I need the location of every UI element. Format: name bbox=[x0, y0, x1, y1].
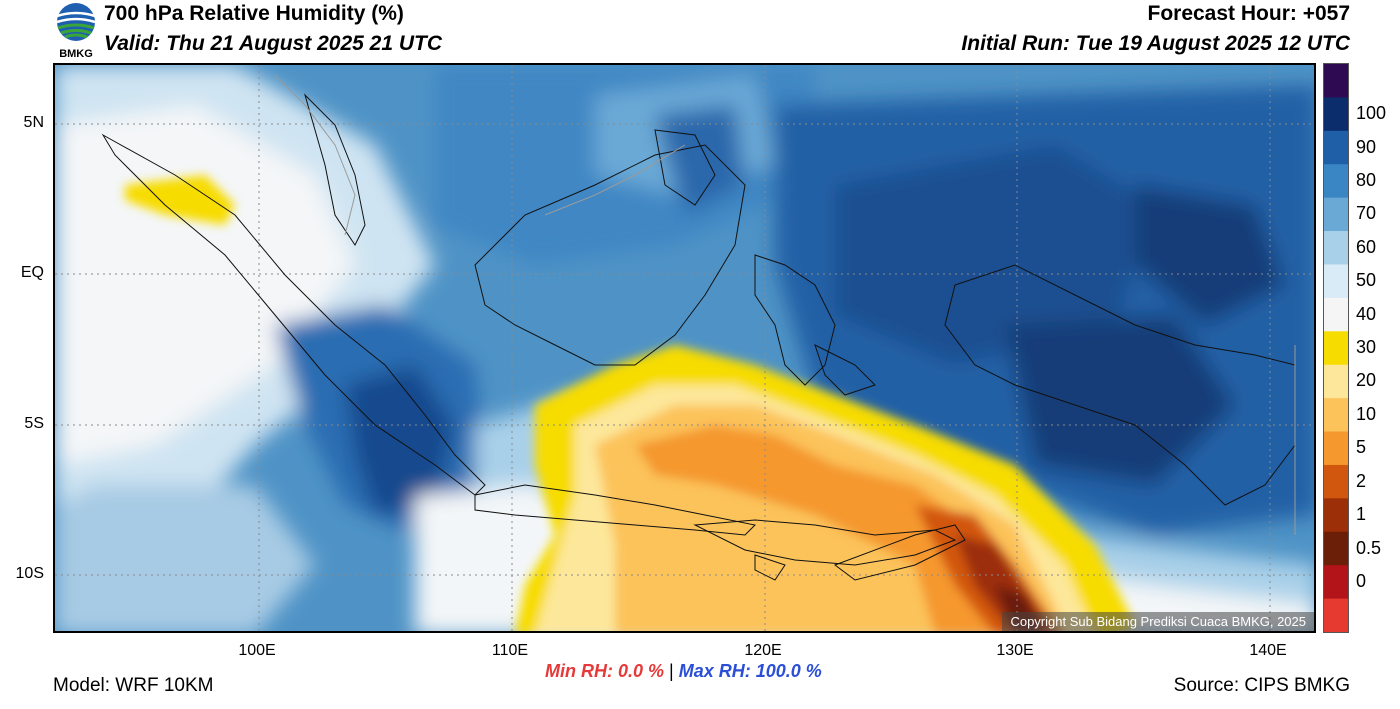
lat-label-5n: 5N bbox=[23, 114, 44, 131]
min-rh: Min RH: 0.0 % bbox=[545, 661, 665, 681]
lat-label-eq: EQ bbox=[20, 264, 44, 281]
colorbar-swatch bbox=[1324, 431, 1348, 466]
colorbar-label: 10 bbox=[1356, 403, 1377, 424]
colorbar-swatch bbox=[1324, 264, 1348, 299]
colorbar-swatch bbox=[1324, 297, 1348, 332]
copyright-note: Copyright Sub Bidang Prediksi Cuaca BMKG… bbox=[1002, 612, 1314, 631]
colorbar-label: 0.5 bbox=[1356, 537, 1382, 558]
lon-label-120e: 120E bbox=[744, 642, 782, 659]
colorbar-swatch bbox=[1324, 565, 1348, 600]
colorbar-label: 5 bbox=[1356, 437, 1367, 458]
colorbar-swatch bbox=[1324, 498, 1348, 533]
model-label: Model: WRF 10KM bbox=[53, 675, 214, 696]
colorbar-swatch bbox=[1324, 598, 1348, 633]
colorbar-label: 30 bbox=[1356, 337, 1377, 357]
initial-run: Initial Run: Tue 19 August 2025 12 UTC bbox=[961, 32, 1350, 55]
colorbar-label: 70 bbox=[1356, 203, 1377, 224]
borders bbox=[274, 74, 1296, 535]
bmkg-logo: BMKG bbox=[52, 2, 100, 60]
colorbar-label: 1 bbox=[1356, 504, 1367, 525]
humidity-map bbox=[53, 63, 1316, 633]
lon-label-100e: 100E bbox=[238, 642, 276, 659]
minmax-rh: Min RH: 0.0 % | Max RH: 100.0 % bbox=[545, 661, 822, 682]
colorbar-label: 0 bbox=[1356, 570, 1367, 591]
max-rh: Max RH: 100.0 % bbox=[678, 661, 822, 681]
forecast-hour: Forecast Hour: +057 bbox=[1147, 2, 1351, 25]
colorbar-swatch bbox=[1324, 464, 1348, 499]
colorbar-label: 90 bbox=[1356, 136, 1377, 157]
valid-time: Valid: Thu 21 August 2025 21 UTC bbox=[104, 32, 443, 55]
colorbar-swatch bbox=[1324, 97, 1348, 132]
colorbar-label: 80 bbox=[1356, 169, 1377, 190]
colorbar-label: 100 bbox=[1356, 103, 1387, 124]
coastlines bbox=[101, 93, 1296, 581]
colorbar-swatch bbox=[1324, 331, 1348, 366]
colorbar-swatches bbox=[1324, 64, 1348, 633]
colorbar-label: 2 bbox=[1356, 470, 1367, 491]
lon-label-140e: 140E bbox=[1249, 642, 1287, 659]
colorbar-swatch bbox=[1324, 398, 1348, 433]
colorbar-swatch bbox=[1324, 164, 1348, 199]
colorbar bbox=[1323, 63, 1349, 633]
colorbar-label: 20 bbox=[1356, 370, 1377, 391]
lon-label-130e: 130E bbox=[996, 642, 1034, 659]
colorbar-swatch bbox=[1324, 64, 1348, 98]
colorbar-swatch bbox=[1324, 531, 1348, 566]
minmax-separator: | bbox=[669, 661, 674, 681]
grid-lines bbox=[55, 65, 1314, 631]
page-title: 700 hPa Relative Humidity (%) bbox=[104, 2, 404, 25]
colorbar-label: 40 bbox=[1356, 303, 1377, 324]
bmkg-logo-icon: BMKG bbox=[56, 3, 96, 60]
colorbar-swatch bbox=[1324, 130, 1348, 165]
colorbar-label: 60 bbox=[1356, 236, 1377, 257]
colorbar-label: 50 bbox=[1356, 270, 1377, 291]
lat-label-10s: 10S bbox=[15, 565, 44, 582]
colorbar-swatch bbox=[1324, 231, 1348, 265]
colorbar-swatch bbox=[1324, 197, 1348, 232]
lon-label-110e: 110E bbox=[491, 642, 529, 659]
logo-text: BMKG bbox=[59, 48, 93, 60]
source-label: Source: CIPS BMKG bbox=[1173, 675, 1350, 696]
lat-label-5s: 5S bbox=[24, 415, 44, 432]
colorbar-swatch bbox=[1324, 364, 1348, 399]
humidity-map-svg bbox=[55, 65, 1314, 631]
